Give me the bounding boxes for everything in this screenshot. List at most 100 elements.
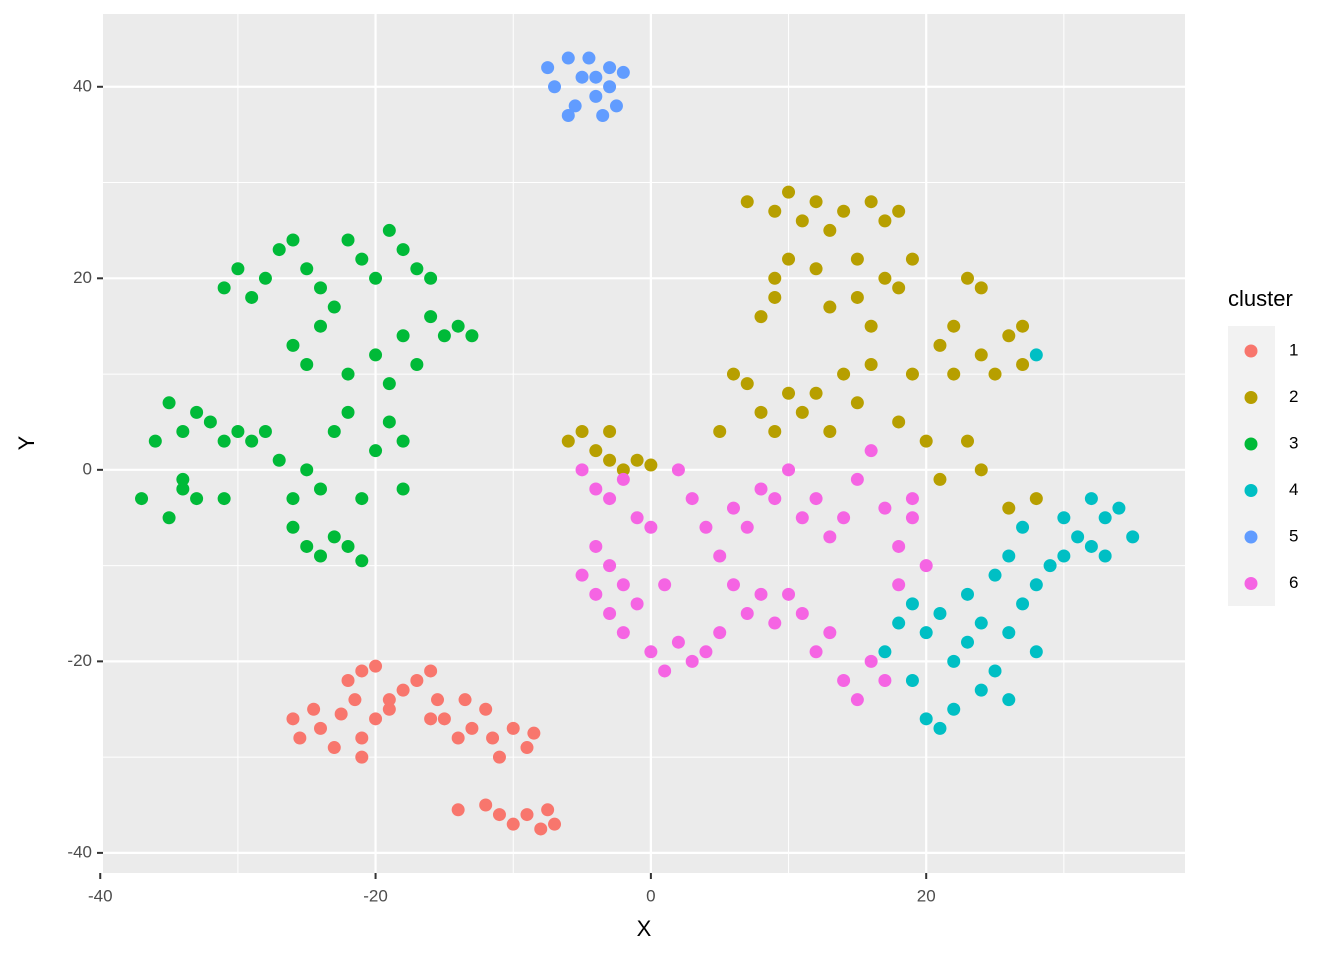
point [974, 281, 988, 295]
point [465, 329, 479, 343]
point [355, 492, 369, 506]
point [644, 645, 658, 659]
point [892, 578, 906, 592]
point [300, 357, 314, 371]
point [424, 712, 438, 726]
point [947, 702, 961, 716]
legend-label: 2 [1289, 387, 1298, 406]
point [1029, 492, 1043, 506]
point [561, 109, 575, 123]
point [396, 329, 410, 343]
point [1016, 357, 1030, 371]
point [286, 233, 300, 247]
point [616, 472, 630, 486]
legend-label: 1 [1289, 340, 1298, 359]
point [603, 559, 617, 573]
point [341, 539, 355, 553]
point [176, 482, 190, 496]
point [960, 587, 974, 601]
point [768, 271, 782, 285]
legend-label: 4 [1289, 480, 1298, 499]
point [589, 444, 603, 458]
point [231, 425, 245, 439]
point [410, 357, 424, 371]
point [947, 367, 961, 381]
point [203, 415, 217, 429]
point [823, 530, 837, 544]
point [437, 712, 451, 726]
point [217, 434, 231, 448]
legend-key [1244, 530, 1258, 544]
point [892, 204, 906, 218]
point [823, 223, 837, 237]
point [754, 482, 768, 496]
point [534, 822, 548, 836]
point [892, 616, 906, 630]
y-tick-label: 40 [73, 76, 92, 95]
point [905, 252, 919, 266]
point [878, 214, 892, 228]
point [589, 587, 603, 601]
point [768, 204, 782, 218]
point [644, 520, 658, 534]
point [1029, 578, 1043, 592]
point [864, 319, 878, 333]
point [382, 415, 396, 429]
point [314, 549, 328, 563]
legend-keys-bg [1228, 326, 1275, 606]
point [699, 645, 713, 659]
point [740, 195, 754, 209]
point [258, 271, 272, 285]
point [355, 731, 369, 745]
point [176, 425, 190, 439]
point [713, 626, 727, 640]
point [823, 300, 837, 314]
point [300, 539, 314, 553]
point [451, 319, 465, 333]
point [768, 616, 782, 630]
point [286, 712, 300, 726]
point [974, 616, 988, 630]
point [974, 348, 988, 362]
point [905, 511, 919, 525]
point [837, 674, 851, 688]
point [1112, 501, 1126, 515]
point [286, 520, 300, 534]
point [616, 626, 630, 640]
point [603, 61, 617, 75]
point [603, 80, 617, 94]
point [878, 271, 892, 285]
legend-key [1244, 344, 1258, 358]
point [864, 357, 878, 371]
point [616, 65, 630, 79]
point [809, 262, 823, 276]
point [575, 425, 589, 439]
point [1016, 319, 1030, 333]
point [245, 290, 259, 304]
point [479, 702, 493, 716]
point [878, 645, 892, 659]
point [947, 654, 961, 668]
point [754, 405, 768, 419]
point [809, 645, 823, 659]
point [1002, 329, 1016, 343]
point [685, 492, 699, 506]
point [396, 243, 410, 257]
point [933, 721, 947, 735]
point [520, 741, 534, 755]
point [348, 693, 362, 707]
point [740, 377, 754, 391]
point [410, 674, 424, 688]
point [713, 425, 727, 439]
point [327, 425, 341, 439]
point [458, 693, 472, 707]
point [396, 683, 410, 697]
point [424, 664, 438, 678]
point [630, 597, 644, 611]
point [933, 606, 947, 620]
point [596, 109, 610, 123]
point [479, 798, 493, 812]
point [616, 578, 630, 592]
point [933, 338, 947, 352]
point [300, 262, 314, 276]
